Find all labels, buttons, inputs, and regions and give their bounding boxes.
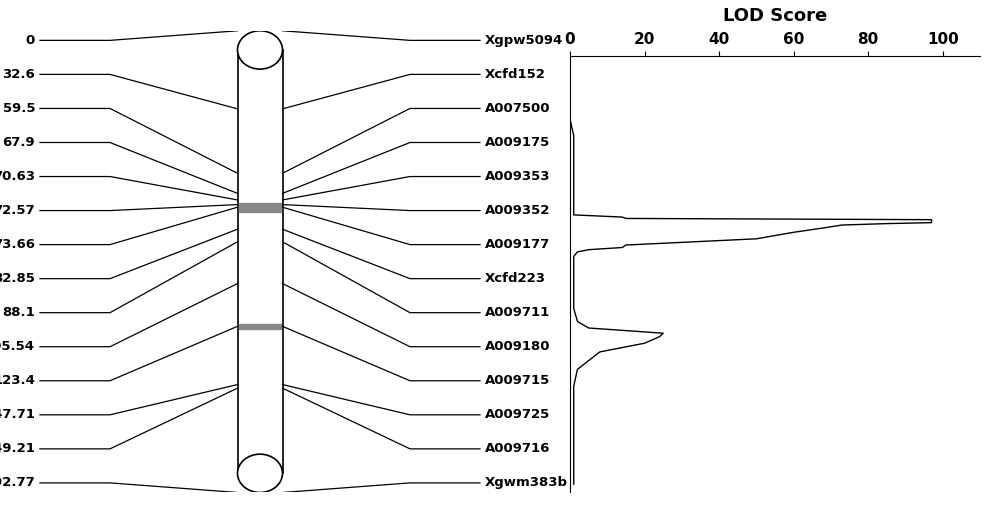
- Ellipse shape: [238, 454, 283, 492]
- Title: LOD Score: LOD Score: [723, 7, 827, 25]
- Text: 0: 0: [26, 34, 35, 47]
- Text: 59.5: 59.5: [2, 102, 35, 115]
- Text: A009716: A009716: [485, 442, 550, 456]
- Text: Xgpw5094: Xgpw5094: [485, 34, 563, 47]
- Text: 105.54: 105.54: [0, 340, 35, 353]
- Bar: [239, 203, 281, 208]
- Text: A009352: A009352: [485, 204, 550, 217]
- Text: 82.85: 82.85: [0, 272, 35, 285]
- Text: A009353: A009353: [485, 170, 550, 183]
- Text: A007500: A007500: [485, 102, 550, 115]
- Text: A009180: A009180: [485, 340, 550, 353]
- Text: 72.57: 72.57: [0, 204, 35, 217]
- Text: 70.63: 70.63: [0, 170, 35, 183]
- Text: 32.6: 32.6: [2, 68, 35, 81]
- Text: 192.77: 192.77: [0, 477, 35, 489]
- Bar: [238, 50, 283, 473]
- Text: Xgwm383b: Xgwm383b: [485, 477, 568, 489]
- Text: A009715: A009715: [485, 374, 550, 387]
- Text: A009175: A009175: [485, 136, 550, 149]
- Text: 67.9: 67.9: [2, 136, 35, 149]
- Text: 149.21: 149.21: [0, 442, 35, 456]
- Bar: [239, 324, 281, 329]
- Text: A009711: A009711: [485, 306, 550, 319]
- Text: 88.1: 88.1: [2, 306, 35, 319]
- Ellipse shape: [238, 31, 283, 69]
- Text: A009177: A009177: [485, 238, 550, 251]
- Text: 123.4: 123.4: [0, 374, 35, 387]
- Text: A009725: A009725: [485, 408, 550, 421]
- Text: 147.71: 147.71: [0, 408, 35, 421]
- Text: Xcfd152: Xcfd152: [485, 68, 546, 81]
- Text: Xcfd223: Xcfd223: [485, 272, 546, 285]
- Text: 73.66: 73.66: [0, 238, 35, 251]
- Bar: [239, 208, 281, 212]
